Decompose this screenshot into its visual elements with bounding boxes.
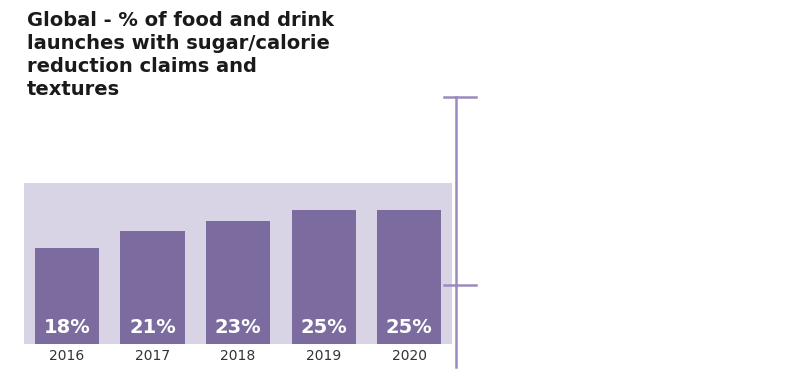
Text: of launches in 2020: of launches in 2020 xyxy=(552,296,716,314)
Text: contained: contained xyxy=(546,136,634,155)
Text: texturants: texturants xyxy=(634,327,733,345)
Bar xyxy=(34,248,99,344)
Text: 37%: 37% xyxy=(551,203,717,270)
Bar xyxy=(206,221,270,344)
Text: 25%: 25% xyxy=(300,318,347,337)
Bar xyxy=(291,210,356,344)
Text: 23%: 23% xyxy=(214,318,262,337)
Text: 21%: 21% xyxy=(129,318,176,337)
Text: fibre: fibre xyxy=(634,136,678,155)
Text: contained: contained xyxy=(546,327,634,345)
Bar xyxy=(377,210,442,344)
Text: of launches in 2020: of launches in 2020 xyxy=(552,105,716,124)
Bar xyxy=(120,231,185,344)
Text: 18%: 18% xyxy=(43,318,90,337)
Text: 25%: 25% xyxy=(386,318,433,337)
Text: 11%: 11% xyxy=(551,12,717,79)
Text: Global - % of food and drink
launches with sugar/calorie
reduction claims and
te: Global - % of food and drink launches wi… xyxy=(27,11,334,99)
